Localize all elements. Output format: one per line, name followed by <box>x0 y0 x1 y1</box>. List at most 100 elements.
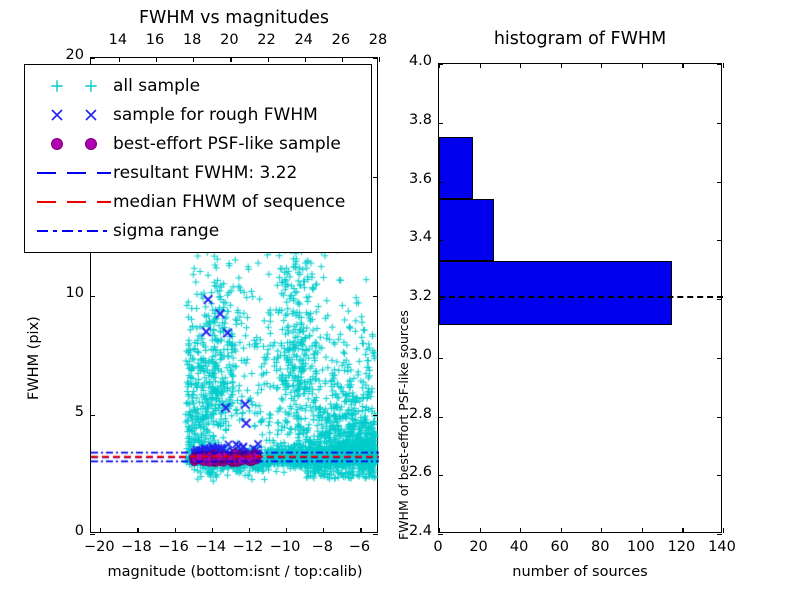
axis-tick-label: 4.0 <box>408 53 432 69</box>
axis-tick <box>137 528 139 533</box>
axis-tick <box>230 57 232 62</box>
axis-tick <box>439 528 441 533</box>
axis-tick <box>717 181 722 183</box>
axis-tick <box>682 528 684 533</box>
axis-tick <box>439 63 441 68</box>
axis-tick-label: 0 <box>74 523 84 539</box>
axis-tick-label: 2.8 <box>408 405 432 422</box>
axis-tick-label: 10 <box>65 285 84 301</box>
legend-item-label: all sample <box>113 75 201 96</box>
axis-tick <box>156 57 158 62</box>
axis-tick <box>717 299 722 301</box>
dashed-line-icon <box>37 171 111 174</box>
right-plot-ylabel: FWHM of best-effort PSF-like sources <box>396 310 411 540</box>
axis-tick-label: 100 <box>627 539 655 555</box>
axis-tick <box>682 63 684 68</box>
legend-item: sigma range <box>35 216 361 245</box>
axis-tick-label: −18 <box>121 539 152 555</box>
axis-tick-label: 18 <box>182 32 202 48</box>
axis-tick <box>717 64 722 66</box>
axis-tick <box>601 63 603 68</box>
axis-tick <box>267 57 269 62</box>
legend-marker <box>35 134 113 154</box>
legend-item: median FHWM of sequence <box>35 187 361 216</box>
axis-tick <box>90 415 95 417</box>
cross-marker-icon <box>51 108 63 121</box>
axis-tick <box>717 357 722 359</box>
plus-marker-icon <box>85 79 97 92</box>
axis-tick <box>601 528 603 533</box>
legend-item: resultant FWHM: 3.22 <box>35 158 361 187</box>
axis-tick-label: 22 <box>257 32 276 48</box>
left-plot-ylabel: FWHM (pix) <box>26 316 42 400</box>
circle-marker-icon <box>85 137 97 150</box>
legend-item-label: sample for rough FWHM <box>113 104 318 125</box>
plus-marker-icon <box>51 79 63 92</box>
axis-tick <box>248 528 251 533</box>
axis-tick <box>438 240 443 242</box>
axis-tick <box>717 122 722 124</box>
axis-tick-label: 3.2 <box>408 288 432 304</box>
legend-marker <box>35 76 113 96</box>
left-plot-title: FWHM vs magnitudes <box>138 8 329 28</box>
axis-tick <box>323 528 325 533</box>
axis-tick <box>100 528 102 533</box>
axis-tick-label: 0 <box>433 539 443 555</box>
axis-tick <box>438 122 443 124</box>
resultant-fwhm-reference-line <box>439 296 723 299</box>
axis-tick <box>373 296 378 298</box>
axis-tick-label: 24 <box>294 32 313 48</box>
axis-tick <box>286 528 288 533</box>
legend-item: best-effort PSF-like sample <box>35 129 361 158</box>
axis-tick <box>379 57 381 62</box>
axis-tick-label: 140 <box>708 539 736 555</box>
axis-tick <box>560 528 562 533</box>
axis-tick <box>360 528 362 533</box>
axis-tick <box>438 475 443 477</box>
axis-tick-label: 20 <box>65 47 84 63</box>
axis-tick <box>90 534 95 536</box>
axis-tick <box>479 63 481 68</box>
axis-tick-label: 20 <box>220 32 239 48</box>
histogram-bar <box>439 137 474 200</box>
axis-tick-label: 80 <box>591 539 610 555</box>
axis-tick <box>193 57 195 62</box>
axis-tick-label: 16 <box>145 32 165 48</box>
axis-tick-label: −8 <box>311 539 333 555</box>
axis-tick-label: −14 <box>195 539 227 555</box>
axis-tick <box>520 63 522 68</box>
axis-tick <box>90 296 95 298</box>
axis-tick <box>304 57 306 62</box>
legend-box: all sample sample for rough FWHM best-effo… <box>24 64 372 253</box>
legend-marker <box>35 192 113 212</box>
cross-marker-icon <box>85 108 97 121</box>
legend-item-label: sigma range <box>113 220 220 241</box>
axis-tick-label: 5 <box>74 404 84 420</box>
axis-tick <box>438 357 443 359</box>
axis-tick-label: 14 <box>108 32 128 48</box>
axis-tick-label: −10 <box>269 539 301 555</box>
axis-tick <box>438 181 443 183</box>
axis-tick-label: −20 <box>83 539 115 555</box>
axis-tick-label: 26 <box>331 32 351 48</box>
legend-item-label: resultant FWHM: 3.22 <box>113 162 298 183</box>
axis-tick <box>723 63 725 68</box>
axis-tick <box>373 58 378 60</box>
axis-tick <box>479 528 481 533</box>
axis-tick-label: 3.0 <box>408 346 432 363</box>
axis-tick <box>520 528 522 533</box>
legend-item-label: median FHWM of sequence <box>113 191 346 212</box>
axis-tick <box>90 58 95 60</box>
axis-tick-label: 20 <box>469 539 488 555</box>
axis-tick <box>373 415 378 417</box>
legend-item: sample for rough FWHM <box>35 100 361 129</box>
legend-item: all sample <box>35 71 361 100</box>
axis-tick <box>438 64 443 66</box>
right-plot-title: histogram of FWHM <box>493 29 667 49</box>
axis-tick <box>717 475 722 477</box>
axis-tick <box>641 528 644 533</box>
axis-tick <box>373 177 378 179</box>
axis-tick <box>341 57 344 62</box>
legend-marker <box>35 105 113 125</box>
